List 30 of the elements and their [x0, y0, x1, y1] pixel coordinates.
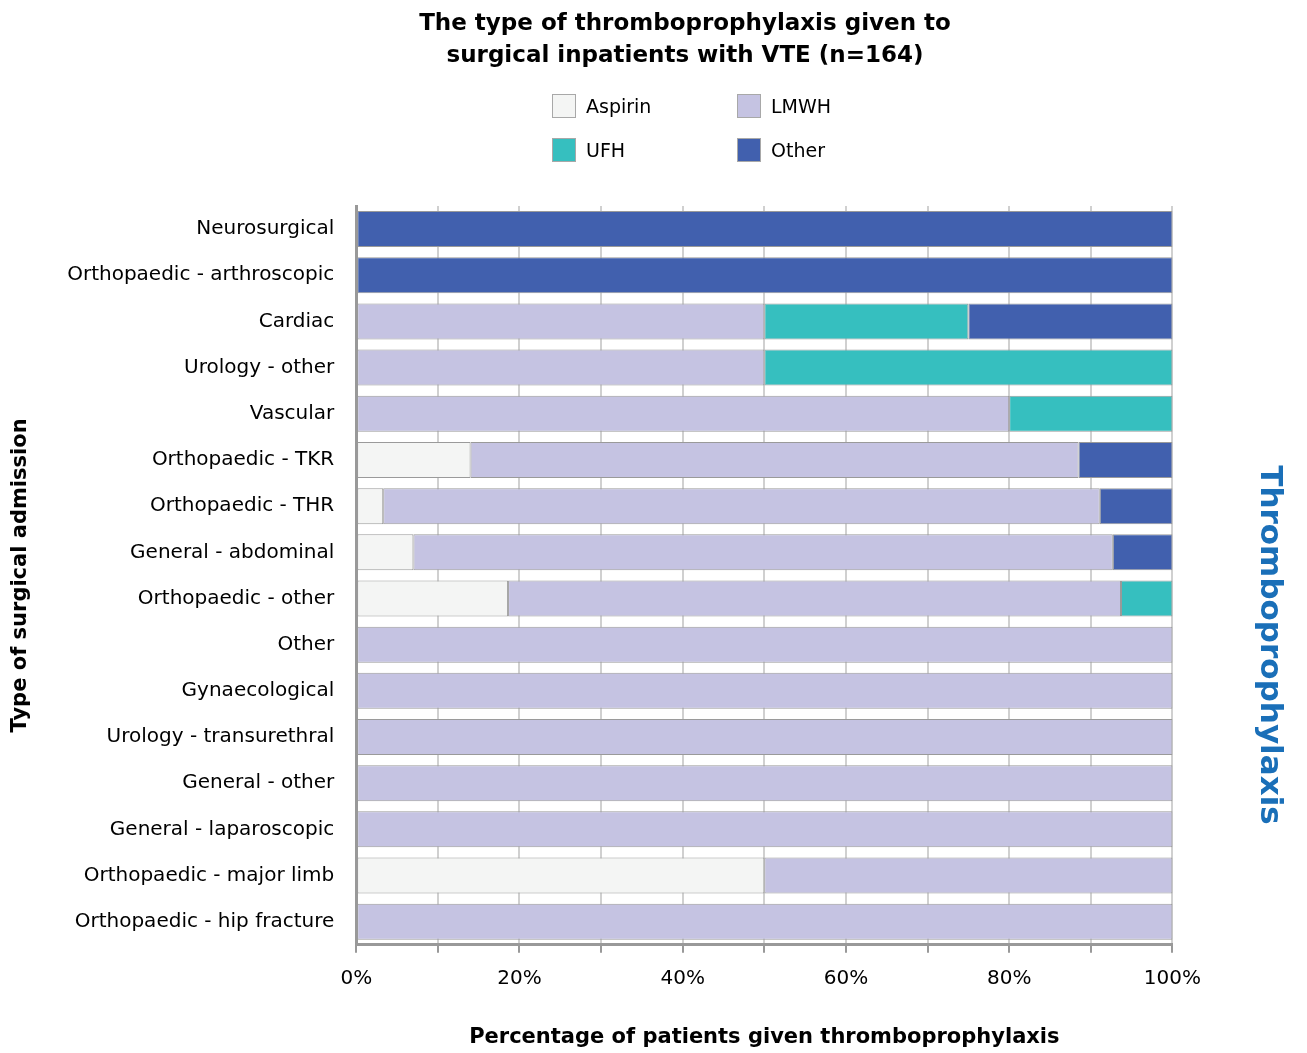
chart-title: The type of thromboprophylaxis given to surgical inpatients with VTE (n=164): [418, 8, 952, 69]
y-tick-label: Other: [277, 630, 336, 655]
legend-label: Other: [771, 139, 825, 161]
y-tick-label: Urology - transurethral: [106, 723, 335, 748]
text: Thromboprophylaxis: [1254, 465, 1290, 825]
x-axis-title: Percentage of patients given thromboprophylaxis: [469, 1023, 1060, 1048]
y-tick-label: Gynaecological: [181, 677, 335, 702]
x-tick-label: 20%: [497, 965, 542, 989]
y-axis-title: Type of surgical admission: [7, 418, 32, 733]
x-tick-label: 100%: [1143, 965, 1201, 989]
y-tick-label: Neurosurgical: [196, 215, 335, 240]
x-tick-label: 0%: [340, 965, 373, 989]
legend-label: Aspirin: [586, 95, 652, 117]
y-tick-label: Cardiac: [258, 307, 335, 332]
y-tick-label: Orthopaedic - arthroscopic: [67, 261, 335, 286]
y-tick-label: Orthopaedic - TKR: [151, 446, 335, 471]
y-tick-label: Orthopaedic - other: [137, 584, 336, 609]
x-tick-label: 40%: [660, 965, 705, 989]
y-tick-label: Urology - other: [184, 353, 336, 378]
x-tick-label: 80%: [986, 965, 1032, 989]
y-tick-label: General - abdominal: [130, 538, 335, 563]
y-tick-label: Orthopaedic - hip fracture: [74, 907, 335, 932]
y-tick-label: Orthopaedic - THR: [149, 492, 335, 517]
x-tick-label: 60%: [823, 965, 869, 989]
y-tick-label: Vascular: [249, 399, 336, 424]
legend-label: UFH: [586, 139, 626, 161]
legend-label: LMWH: [771, 95, 832, 117]
y-tick-label: Orthopaedic - major limb: [83, 861, 335, 886]
y-tick-label: General - laparoscopic: [109, 815, 335, 840]
y-tick-label: General - other: [182, 769, 336, 794]
